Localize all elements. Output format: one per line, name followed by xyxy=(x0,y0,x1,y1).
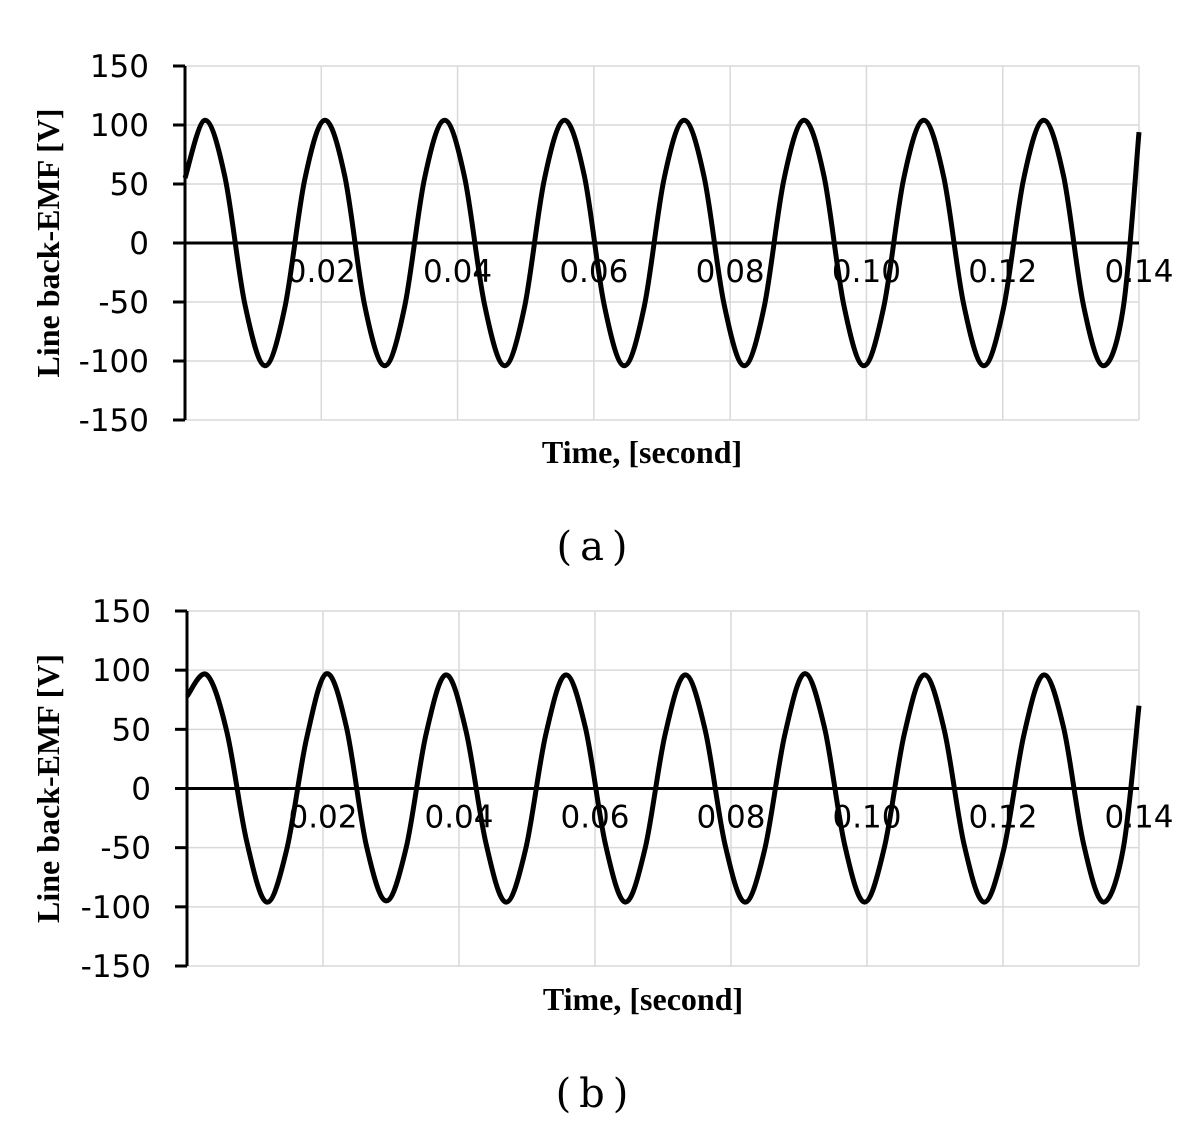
y-tick-label: 0 xyxy=(129,226,149,262)
y-tick-label: -100 xyxy=(81,890,151,926)
y-tick-label: 150 xyxy=(90,49,149,85)
y-axis-title: Line back-EMF [V] xyxy=(30,654,66,923)
panel-caption: (a) xyxy=(556,524,635,570)
x-tick-label: 0.08 xyxy=(696,254,765,290)
y-tick-label: 50 xyxy=(110,167,149,203)
y-tick-label: 50 xyxy=(112,712,151,748)
y-tick-label: 150 xyxy=(92,594,151,630)
x-tick-label: 0.06 xyxy=(560,800,629,836)
y-tick-label: -50 xyxy=(100,831,151,867)
x-axis-title: Time, [second] xyxy=(543,981,743,1017)
x-tick-label: 0.02 xyxy=(288,800,357,836)
y-tick-label: 100 xyxy=(92,653,151,689)
y-tick-label: -150 xyxy=(79,403,149,439)
x-tick-label: 0.08 xyxy=(696,800,765,836)
y-tick-label: -150 xyxy=(81,949,151,985)
x-tick-label: 0.14 xyxy=(1104,254,1173,290)
y-tick-label: -50 xyxy=(98,285,149,321)
y-tick-label: 0 xyxy=(131,772,151,808)
series-line xyxy=(182,117,1142,369)
y-tick-label: -100 xyxy=(79,344,149,380)
panel-caption: (b) xyxy=(556,1071,637,1117)
x-tick-label: 0.12 xyxy=(968,254,1037,290)
x-tick-label: 0.12 xyxy=(968,800,1037,836)
x-tick-label: 0.02 xyxy=(287,254,356,290)
x-tick-label: 0.06 xyxy=(559,254,628,290)
series-line xyxy=(184,671,1142,905)
x-axis-title: Time, [second] xyxy=(542,434,742,470)
y-axis-title: Line back-EMF [V] xyxy=(30,108,66,377)
y-tick-label: 100 xyxy=(90,108,149,144)
x-tick-label: 0.14 xyxy=(1104,800,1173,836)
